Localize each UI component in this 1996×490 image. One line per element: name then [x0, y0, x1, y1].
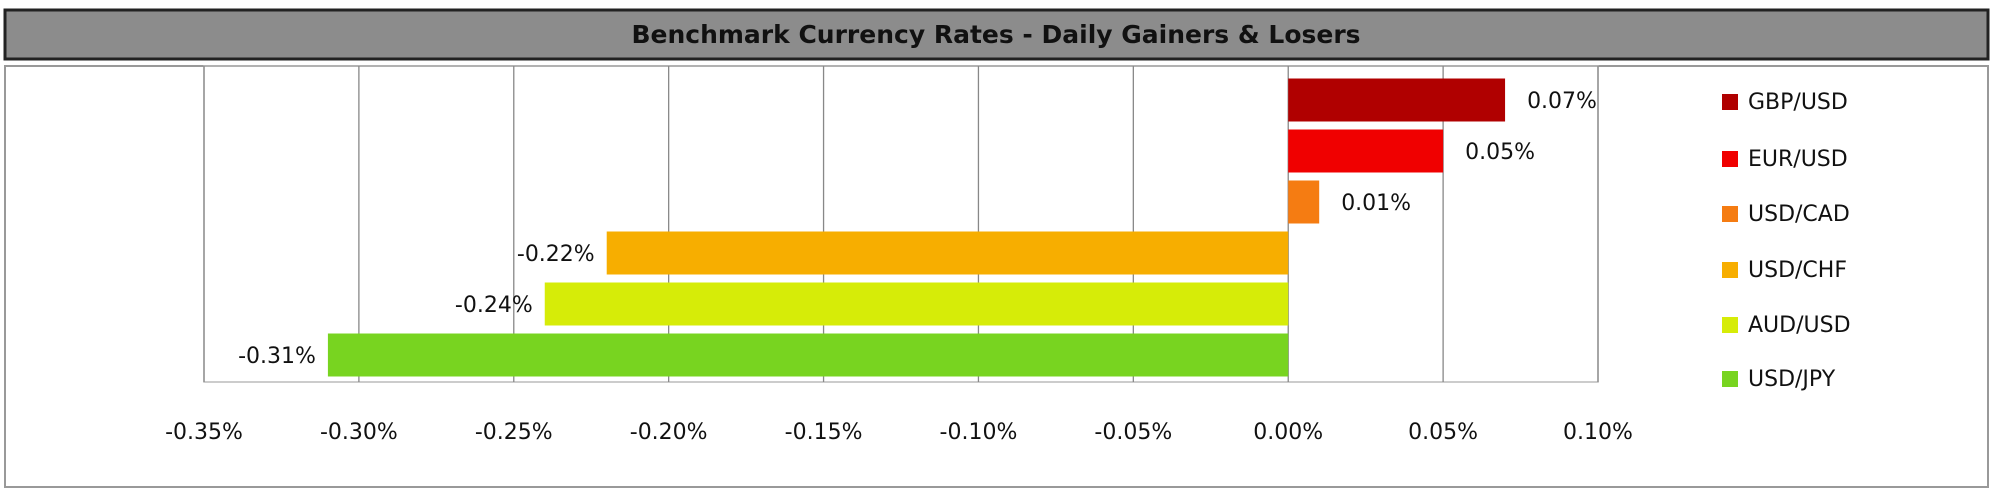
legend-label: AUD/USD: [1748, 313, 1851, 338]
bar: [1288, 180, 1320, 224]
bar: [1288, 129, 1444, 173]
x-tick-label: -0.20%: [630, 420, 708, 445]
bar: [1288, 78, 1506, 122]
bar: [544, 282, 1289, 326]
x-tick-label: -0.10%: [940, 420, 1018, 445]
x-tick-label: -0.25%: [475, 420, 553, 445]
x-tick-label: -0.30%: [320, 420, 398, 445]
x-tick-label: 0.05%: [1408, 420, 1478, 445]
x-tick-label: 0.10%: [1563, 420, 1633, 445]
x-tick-label: -0.35%: [165, 420, 243, 445]
chart-frame: [4, 65, 1989, 488]
x-tick-label: 0.00%: [1253, 420, 1323, 445]
legend-swatch: [1722, 94, 1738, 110]
legend-label: GBP/USD: [1748, 90, 1848, 115]
legend-swatch: [1722, 371, 1738, 387]
legend-swatch: [1722, 151, 1738, 167]
x-tick-label: -0.15%: [785, 420, 863, 445]
data-label: 0.05%: [1465, 140, 1535, 165]
data-label: 0.07%: [1527, 89, 1597, 114]
legend-label: USD/CAD: [1748, 202, 1850, 227]
legend-swatch: [1722, 262, 1738, 278]
title-bar: [3, 8, 1990, 61]
legend-label: EUR/USD: [1748, 147, 1848, 172]
data-label: -0.31%: [238, 344, 316, 369]
legend-swatch: [1722, 317, 1738, 333]
data-label: -0.24%: [455, 293, 533, 318]
data-label: 0.01%: [1341, 191, 1411, 216]
legend-swatch: [1722, 206, 1738, 222]
chart-title: Benchmark Currency Rates - Daily Gainers…: [631, 20, 1360, 49]
x-tick-label: -0.05%: [1094, 420, 1172, 445]
bar: [606, 231, 1289, 275]
data-label: -0.22%: [517, 242, 595, 267]
legend-label: USD/JPY: [1748, 367, 1836, 392]
legend-label: USD/CHF: [1748, 258, 1847, 283]
bar: [327, 333, 1289, 377]
